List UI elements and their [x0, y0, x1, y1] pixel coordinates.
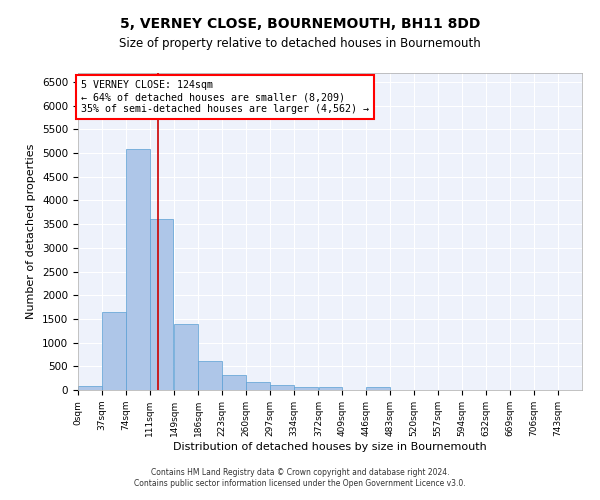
- Bar: [78, 386, 102, 390]
- Bar: [222, 376, 246, 390]
- X-axis label: Distribution of detached houses by size in Bournemouth: Distribution of detached houses by size …: [173, 442, 487, 452]
- Text: 5 VERNEY CLOSE: 124sqm
← 64% of detached houses are smaller (8,209)
35% of semi-: 5 VERNEY CLOSE: 124sqm ← 64% of detached…: [80, 80, 368, 114]
- Bar: [126, 149, 149, 390]
- Bar: [270, 385, 293, 390]
- Bar: [150, 220, 173, 390]
- Text: Contains HM Land Registry data © Crown copyright and database right 2024.
Contai: Contains HM Land Registry data © Crown c…: [134, 468, 466, 487]
- Text: Size of property relative to detached houses in Bournemouth: Size of property relative to detached ho…: [119, 38, 481, 51]
- Text: 5, VERNEY CLOSE, BOURNEMOUTH, BH11 8DD: 5, VERNEY CLOSE, BOURNEMOUTH, BH11 8DD: [120, 18, 480, 32]
- Bar: [294, 387, 317, 390]
- Bar: [319, 386, 342, 390]
- Bar: [246, 382, 270, 390]
- Bar: [175, 324, 198, 390]
- Bar: [199, 360, 222, 390]
- Bar: [367, 387, 390, 390]
- Bar: [102, 312, 125, 390]
- Y-axis label: Number of detached properties: Number of detached properties: [26, 144, 37, 319]
